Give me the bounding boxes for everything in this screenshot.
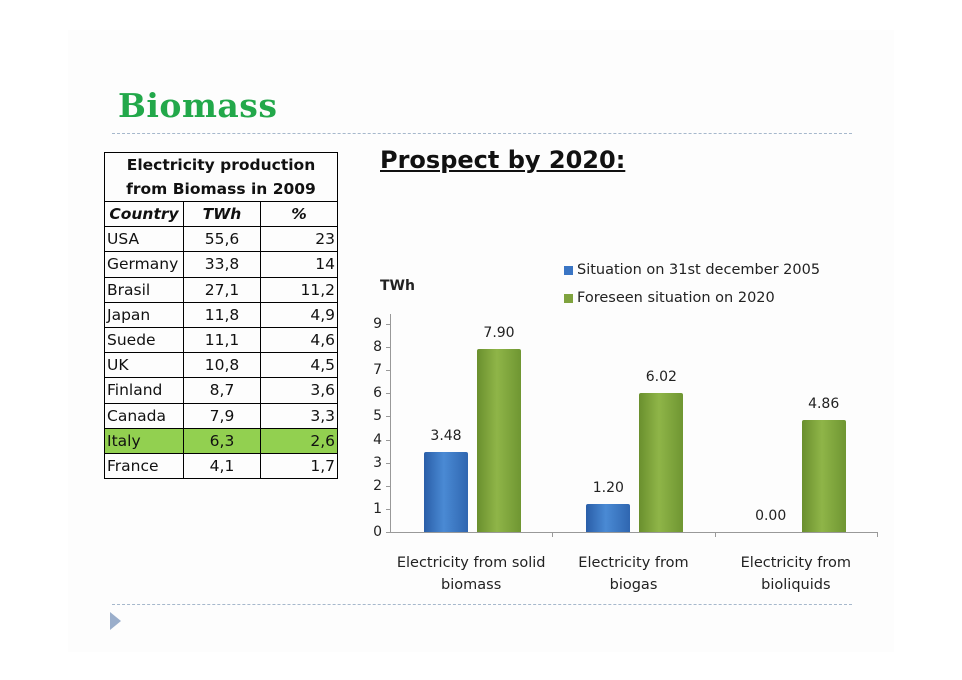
y-tick-label: 8 xyxy=(373,339,382,356)
x-category-label: Electricity from solid biomass xyxy=(396,555,546,593)
cell-country: UK xyxy=(104,352,184,379)
cell-country: Germany xyxy=(104,251,184,278)
chart-legend: Situation on 31st december 2005 Foreseen… xyxy=(564,256,820,312)
bar-chart: Situation on 31st december 2005 Foreseen… xyxy=(360,240,880,600)
data-label: 1.20 xyxy=(592,480,624,497)
legend-item-2020: Foreseen situation on 2020 xyxy=(564,284,820,312)
cell-pct: 4,5 xyxy=(260,352,338,379)
y-tick-mark xyxy=(386,347,390,349)
y-tick-label: 3 xyxy=(373,454,382,471)
cell-country: Brasil xyxy=(104,276,184,303)
y-tick-mark xyxy=(386,324,390,325)
y-tick-label: 1 xyxy=(373,500,382,517)
y-tick-label: 4 xyxy=(373,431,382,448)
col-header-pct: % xyxy=(260,200,338,228)
y-tick-label: 9 xyxy=(373,316,382,332)
data-label: 7.90 xyxy=(483,325,515,342)
bar-2005 xyxy=(424,451,468,532)
prospect-heading: Prospect by 2020: xyxy=(380,146,626,174)
cell-twh: 11,8 xyxy=(183,301,261,328)
cell-twh: 8,7 xyxy=(183,377,261,404)
table-row: USA 55,6 23 xyxy=(104,226,338,253)
cell-twh: 27,1 xyxy=(183,276,261,303)
cell-pct: 3,3 xyxy=(260,402,338,429)
table-row: Suede 11,1 4,6 xyxy=(104,326,338,354)
table-row: Japan 11,8 4,9 xyxy=(104,301,338,328)
cell-pct: 4,6 xyxy=(260,326,338,354)
y-tick-label: 0 xyxy=(373,524,382,540)
legend-swatch-blue xyxy=(564,265,573,275)
y-tick-mark xyxy=(386,508,390,510)
bar-2005 xyxy=(586,504,631,532)
y-tick-mark xyxy=(386,439,390,441)
cell-twh: 11,1 xyxy=(183,326,261,354)
cell-country: France xyxy=(104,452,184,480)
data-label: 6.02 xyxy=(645,368,677,385)
y-tick-label: 5 xyxy=(373,408,382,425)
y-axis-line xyxy=(390,314,391,532)
x-category-label: Electricity from biogas xyxy=(578,555,689,593)
cell-country: Finland xyxy=(104,377,184,404)
data-label: 3.48 xyxy=(430,427,462,444)
bottom-divider xyxy=(112,604,852,605)
y-tick-mark xyxy=(386,462,390,464)
cell-pct: 3,6 xyxy=(260,377,338,404)
legend-item-2005: Situation on 31st december 2005 xyxy=(564,256,820,284)
cell-pct: 14 xyxy=(260,251,338,278)
cell-twh: 55,6 xyxy=(183,226,261,253)
cell-twh: 33,8 xyxy=(183,251,261,278)
cell-country: Canada xyxy=(104,402,184,429)
data-label: 4.86 xyxy=(808,395,840,412)
cell-pct: 2,6 xyxy=(260,427,338,454)
table-caption: Electricity production from Biomass in 2… xyxy=(104,152,338,202)
table-row: France 4,1 1,7 xyxy=(104,452,338,480)
next-slide-arrow-icon[interactable] xyxy=(110,612,121,630)
col-header-twh: TWh xyxy=(183,200,261,228)
y-axis-unit: TWh xyxy=(380,278,415,294)
y-tick-mark xyxy=(386,485,390,487)
y-tick-label: 7 xyxy=(373,362,382,379)
legend-swatch-green xyxy=(564,293,573,303)
x-tick-mark xyxy=(877,532,878,537)
cell-pct: 1,7 xyxy=(260,452,338,480)
y-tick-mark xyxy=(386,532,390,533)
slide-title: Biomass xyxy=(118,86,278,125)
y-tick-label: 2 xyxy=(373,477,382,494)
cell-pct: 4,9 xyxy=(260,301,338,328)
table-row: Finland 8,7 3,6 xyxy=(104,377,338,404)
cell-twh: 7,9 xyxy=(183,402,261,429)
x-tick-mark xyxy=(552,532,554,537)
cell-country: USA xyxy=(104,226,184,253)
legend-label: Situation on 31st december 2005 xyxy=(577,262,821,278)
cell-pct: 11,2 xyxy=(260,276,338,303)
col-header-country: Country xyxy=(104,200,184,228)
legend-label: Foreseen situation on 2020 xyxy=(577,290,775,306)
table-row: Canada 7,9 3,3 xyxy=(104,402,338,429)
table-row: UK 10,8 4,5 xyxy=(104,352,338,379)
y-tick-mark xyxy=(386,370,390,372)
cell-country: Italy xyxy=(104,427,184,454)
cell-twh: 6,3 xyxy=(183,427,261,454)
x-axis-line xyxy=(390,532,877,533)
y-tick-mark xyxy=(386,393,390,395)
biomass-table: Electricity production from Biomass in 2… xyxy=(104,152,338,480)
data-label: 0.00 xyxy=(755,508,787,524)
plot-area: 0 1 2 3 4 5 6 7 8 9 3.48 7.90 Electricity from solid… xyxy=(373,314,878,593)
x-tick-mark xyxy=(714,532,716,537)
bar-2020 xyxy=(477,349,521,532)
table-row: Brasil 27,1 11,2 xyxy=(104,276,338,303)
table-row: Italy 6,3 2,6 xyxy=(104,427,338,454)
top-divider xyxy=(112,133,852,134)
bar-2020 xyxy=(639,392,684,532)
table-row: Germany 33,8 14 xyxy=(104,251,338,278)
cell-twh: 10,8 xyxy=(183,352,261,379)
cell-country: Suede xyxy=(104,326,184,354)
y-tick-label: 6 xyxy=(373,385,382,402)
cell-pct: 23 xyxy=(260,226,338,253)
bar-2020 xyxy=(801,419,846,532)
cell-country: Japan xyxy=(104,301,184,328)
y-tick-mark xyxy=(386,416,390,418)
cell-twh: 4,1 xyxy=(183,452,261,480)
x-category-label: Electricity from bioliquids xyxy=(740,555,852,593)
